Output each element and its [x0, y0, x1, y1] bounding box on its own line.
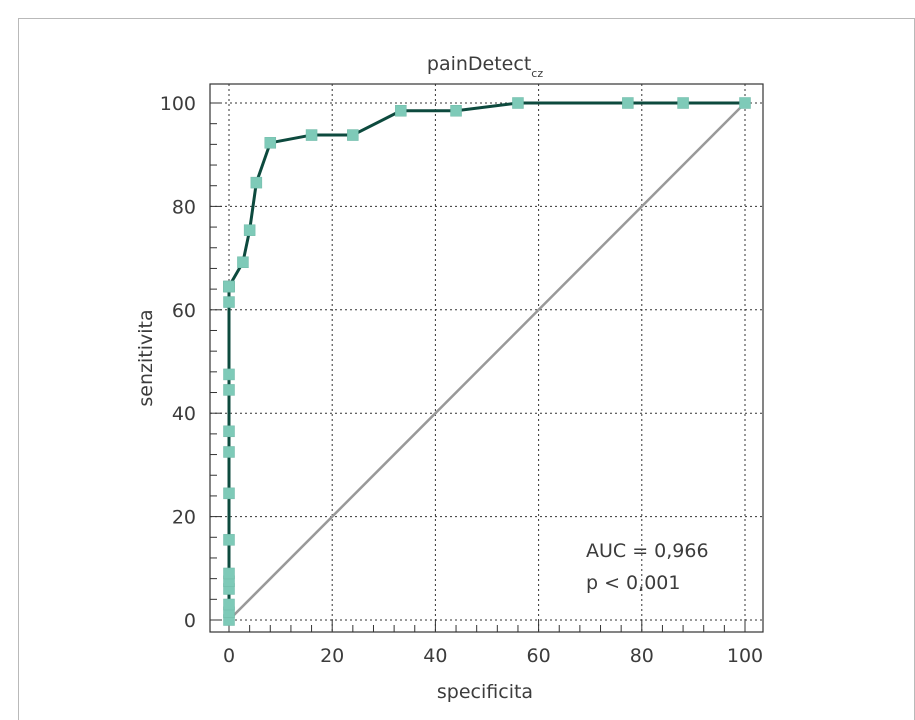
roc-point [223, 534, 235, 546]
roc-point [395, 105, 407, 117]
chart-title: painDetectcz [427, 53, 543, 80]
roc-point [250, 176, 263, 189]
roc-point [223, 598, 235, 611]
roc-point [223, 425, 235, 438]
y-tick-label-60: 60 [172, 300, 196, 322]
x-tick-label-0: 0 [223, 645, 235, 667]
roc-point [223, 567, 235, 580]
diagonal-line [228, 102, 746, 621]
roc-markers [223, 97, 751, 626]
roc-point [512, 97, 524, 109]
roc-point [622, 97, 634, 109]
y-tick-label-80: 80 [172, 196, 196, 218]
roc-point [223, 446, 235, 458]
roc-point [223, 487, 235, 500]
y-tick-label-20: 20 [172, 507, 196, 529]
x-tick-label-20: 20 [320, 645, 344, 667]
x-tick-label-80: 80 [630, 645, 654, 667]
roc-point [223, 384, 235, 396]
roc-point [243, 224, 256, 236]
x-tick-label-60: 60 [527, 645, 551, 667]
roc-point [677, 97, 689, 109]
roc-point [237, 256, 249, 268]
x-tick-label-100: 100 [727, 645, 763, 667]
plot-frame [209, 83, 764, 633]
roc-point [264, 137, 277, 149]
roc-point [450, 105, 462, 117]
roc-point [739, 97, 751, 109]
y-tick-label-100: 100 [160, 93, 196, 115]
y-axis-label: senzitivita [135, 309, 157, 406]
y-tick-label-0: 0 [184, 610, 196, 632]
x-axis-label: specificita [437, 681, 533, 703]
roc-point [223, 368, 235, 381]
auc-annotation: AUC = 0,966 [586, 540, 709, 562]
roc-point [223, 280, 235, 293]
p-value-annotation: p < 0,001 [586, 572, 680, 594]
roc-point [305, 129, 318, 141]
diagonal-reference-line [228, 102, 746, 621]
tick-labels: 0 20 40 60 80 100 0 20 40 60 80 100 [160, 93, 763, 667]
roc-point [347, 129, 359, 141]
roc-point [223, 296, 235, 308]
x-tick-label-40: 40 [423, 645, 447, 667]
y-tick-label-40: 40 [172, 403, 196, 425]
axis-ticks [210, 102, 746, 632]
